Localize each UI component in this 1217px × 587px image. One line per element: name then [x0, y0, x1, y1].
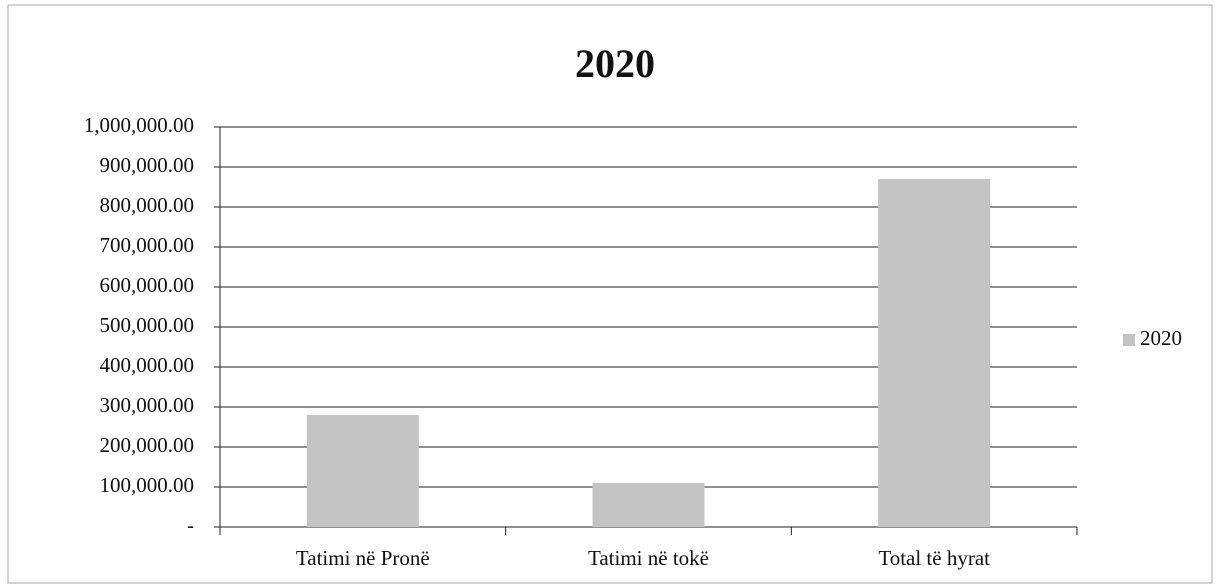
legend-label: 2020 [1140, 326, 1182, 350]
y-tick-label: - [187, 513, 194, 537]
y-tick-label: 600,000.00 [100, 273, 195, 297]
y-tick-label: 300,000.00 [100, 393, 195, 417]
bar [878, 179, 991, 527]
legend-swatch [1123, 334, 1135, 346]
chart-frame [7, 4, 1213, 584]
bar [306, 415, 419, 527]
chart-title: 2020 [575, 41, 655, 86]
y-tick-label: 400,000.00 [100, 353, 195, 377]
y-tick-label: 200,000.00 [100, 433, 195, 457]
y-tick-label: 800,000.00 [100, 193, 195, 217]
y-tick-label: 900,000.00 [100, 153, 195, 177]
x-tick-label: Tatimi në Pronë [296, 546, 430, 570]
y-tick-label: 700,000.00 [100, 233, 195, 257]
x-tick-label: Tatimi në tokë [588, 546, 709, 570]
y-tick-label: 1,000,000.00 [84, 113, 194, 137]
bar [592, 483, 705, 527]
x-tick-label: Total të hyrat [878, 546, 990, 570]
y-tick-label: 100,000.00 [100, 473, 195, 497]
y-tick-label: 500,000.00 [100, 313, 195, 337]
